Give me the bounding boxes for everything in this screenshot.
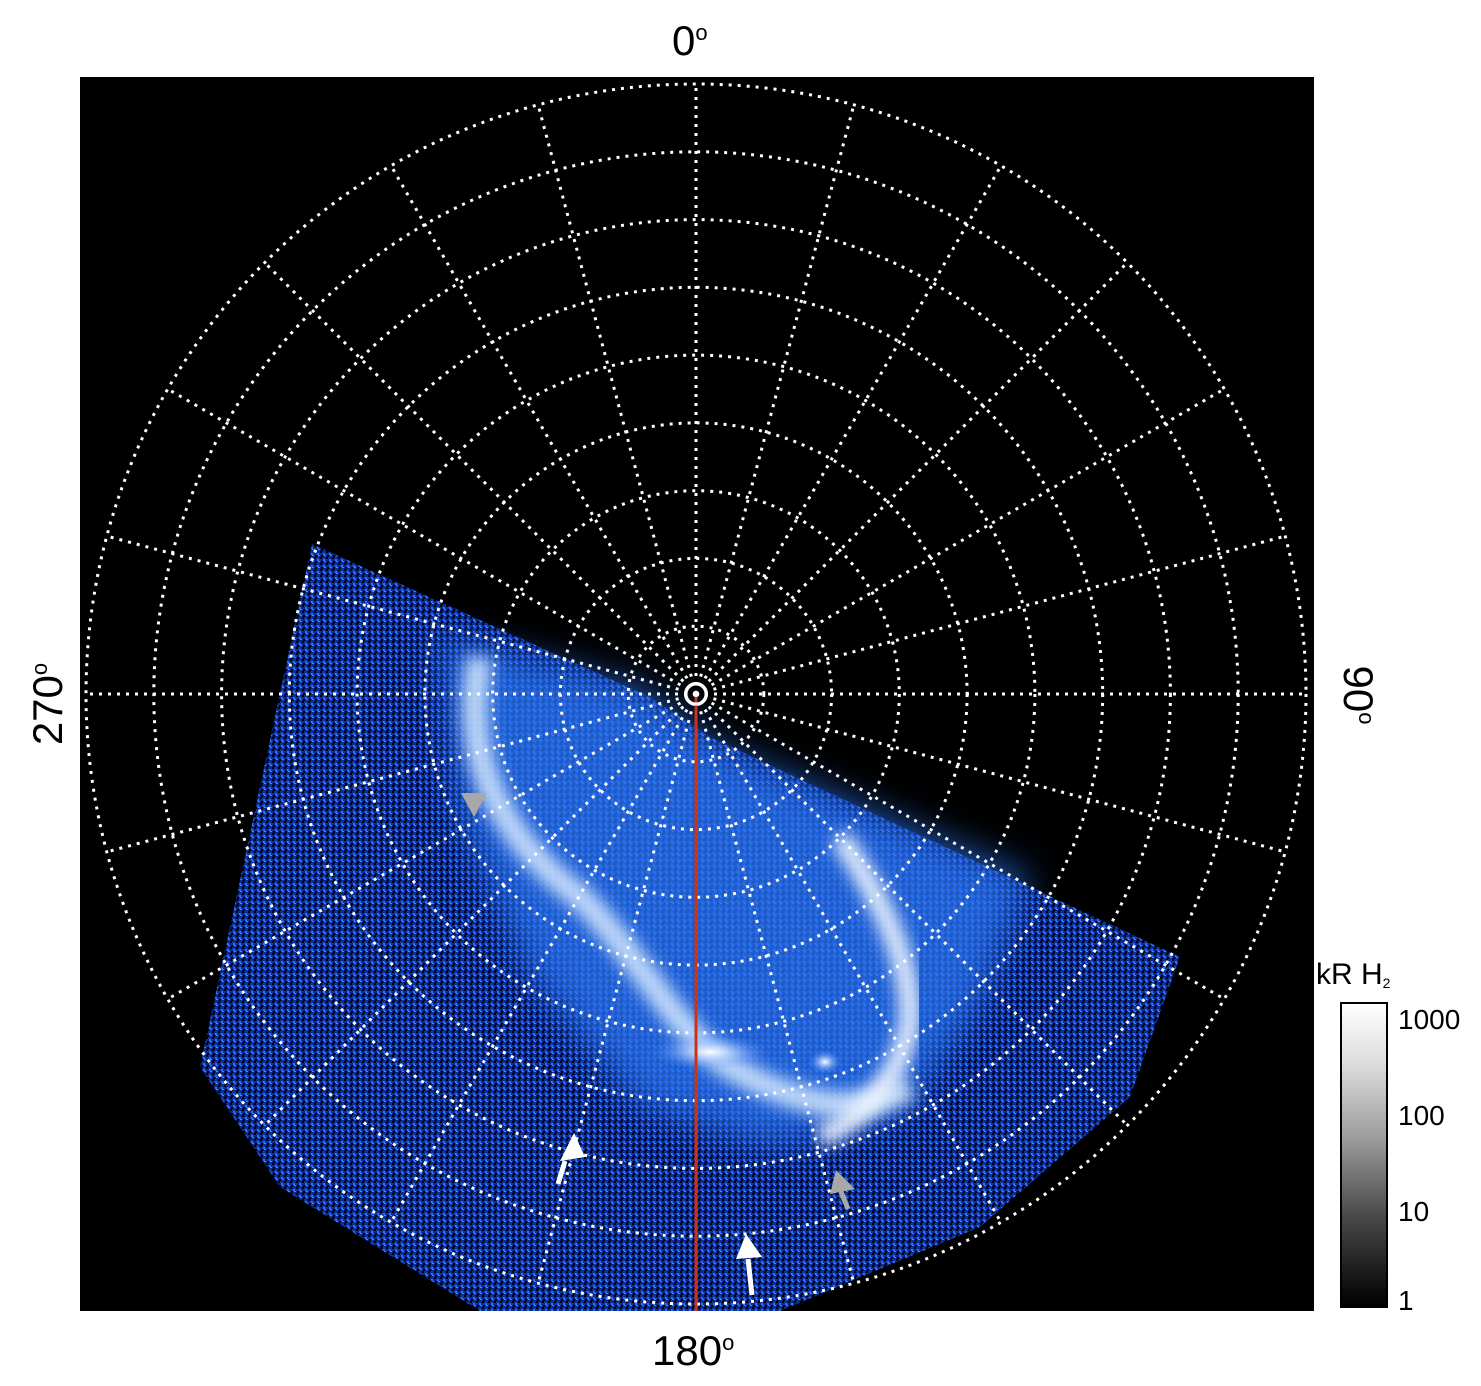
polar-aurora-image <box>80 77 1314 1311</box>
pole-marker-dot <box>693 691 699 697</box>
latitude-circle <box>220 218 1172 1170</box>
latitude-circle <box>491 489 901 899</box>
gray-arrowhead-marker <box>461 793 487 817</box>
white-arrow-marker <box>555 1133 585 1185</box>
longitude-label-270: 270o <box>24 662 71 746</box>
pole-marker <box>684 682 708 706</box>
aurora-bright-spot <box>650 1034 770 1070</box>
longitude-spoke <box>694 693 856 1284</box>
longitude-spoke <box>695 692 1286 854</box>
longitude-spoke <box>694 693 1003 1224</box>
longitude-spoke <box>106 534 697 696</box>
colorbar-tick-label: 10 <box>1398 1196 1430 1227</box>
longitude-spoke <box>389 693 698 1224</box>
longitude-spoke <box>106 692 697 854</box>
colorbar-tick-label: 1000 <box>1398 1004 1461 1035</box>
longitude-spoke <box>694 164 1003 695</box>
gray-arrow-marker <box>830 1170 855 1210</box>
longitude-spoke <box>166 692 697 1001</box>
aurora-dawn-arc <box>815 830 922 1148</box>
longitude-spoke <box>694 104 856 695</box>
longitude-label-180: 180o <box>652 1327 735 1374</box>
white-arrow-marker <box>736 1234 762 1296</box>
longitude-spoke <box>694 692 1129 1127</box>
longitude-spoke <box>536 693 698 1284</box>
longitude-spoke <box>166 387 697 696</box>
longitude-spoke <box>694 261 1129 696</box>
longitude-spoke <box>263 261 698 696</box>
aurora-bright-spot <box>809 1050 841 1074</box>
longitude-spoke <box>536 104 698 695</box>
colorbar-tick-label: 100 <box>1398 1100 1445 1131</box>
latitude-circle <box>626 624 766 764</box>
longitude-spoke <box>695 692 1226 1001</box>
longitude-spoke <box>263 692 698 1127</box>
longitude-label-90: 90o <box>1335 665 1382 725</box>
longitude-label-0: 0o <box>672 17 708 64</box>
longitude-spoke <box>695 534 1286 696</box>
colorbar <box>1340 1002 1388 1308</box>
longitude-spoke <box>695 387 1226 696</box>
annotation-markers <box>461 793 855 1296</box>
colorbar-title: kR H2 <box>1316 958 1391 991</box>
latitude-circle <box>84 82 1308 1306</box>
aurora-main-oval <box>461 654 917 1118</box>
colorbar-tick-label: 1 <box>1398 1285 1414 1316</box>
longitude-spoke <box>389 164 698 695</box>
